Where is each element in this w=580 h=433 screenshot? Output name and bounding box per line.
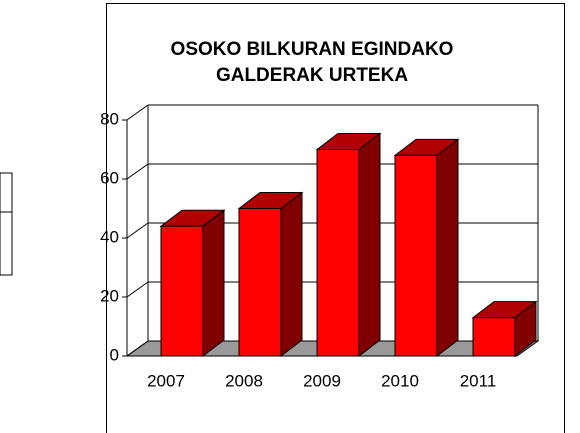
bar [472, 317, 516, 357]
grid-line [126, 163, 149, 180]
grid-line [126, 281, 149, 298]
chart-title: GALDERAK URTEKA [216, 65, 408, 86]
x-tick-label: 2010 [381, 371, 419, 390]
bar-side [202, 209, 225, 358]
x-tick-label: 2008 [225, 371, 263, 390]
x-tick-label: 2009 [303, 371, 341, 390]
grid-line [126, 340, 149, 357]
x-tick-label: 2007 [147, 371, 185, 390]
bar [160, 225, 204, 357]
bar [238, 208, 282, 357]
bar-side [280, 191, 303, 358]
bar-side [358, 132, 381, 358]
y-tick-label: 60 [100, 168, 119, 187]
y-tick-label: 20 [100, 286, 119, 305]
grid-line [126, 104, 149, 121]
bar-side [436, 138, 459, 358]
chart-title: OSOKO BILKURAN EGINDAKO [171, 39, 454, 60]
y-tick-label: 40 [100, 227, 119, 246]
x-tick-label: 2011 [460, 371, 497, 390]
bar [316, 149, 360, 357]
side-frame [0, 172, 13, 276]
y-tick-label: 80 [100, 109, 119, 128]
bar [394, 154, 438, 357]
grid-line [126, 222, 149, 239]
y-tick-label: 0 [110, 345, 119, 364]
